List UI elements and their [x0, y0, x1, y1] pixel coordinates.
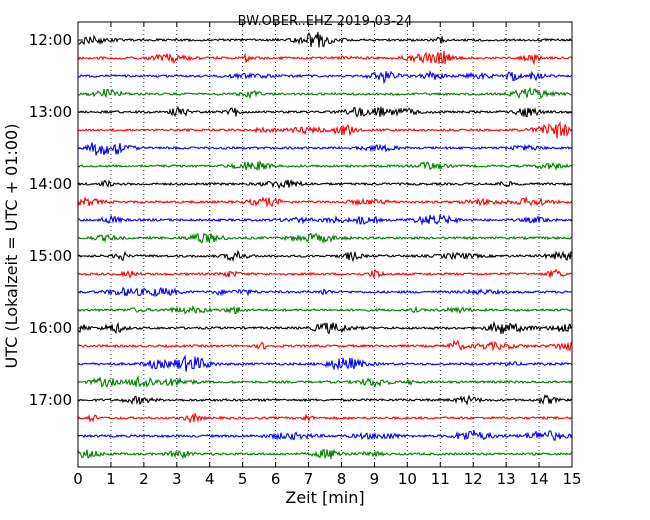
trace-line: [77, 50, 573, 66]
x-tick-label: 14: [530, 470, 549, 488]
y-tick-label: 13:00: [29, 103, 72, 121]
plot-frame: [77, 21, 573, 468]
x-tick-label: 0: [73, 470, 83, 488]
x-tick-label: 4: [205, 470, 215, 488]
trace-line: [77, 159, 573, 172]
x-tick-label: 3: [172, 470, 182, 488]
y-axis: 12:00 13:00 14:00 15:00 16:00 17:00: [29, 31, 572, 409]
trace-line: [77, 106, 573, 118]
x-tick-label: 12: [464, 470, 483, 488]
trace-line: [77, 429, 573, 441]
trace-line: [77, 304, 573, 315]
y-axis-label: UTC (Lokalzeit = UTC + 01:00): [2, 124, 21, 369]
trace-line: [77, 354, 573, 372]
x-tick-label: 10: [398, 470, 417, 488]
x-tick-label: 6: [271, 470, 281, 488]
seismic-traces: [77, 31, 573, 460]
x-axis-label: Zeit [min]: [285, 488, 364, 507]
trace-line: [77, 86, 573, 100]
trace-line: [77, 393, 573, 406]
trace-line: [77, 375, 573, 389]
y-tick-label: 14:00: [29, 175, 72, 193]
trace-line: [77, 249, 573, 263]
trace-line: [77, 286, 573, 297]
trace-line: [77, 232, 573, 244]
trace-line: [77, 214, 573, 226]
x-axis: 0 1 2 3 4 5 6 7 8 9 10 11 12 13 14 15: [73, 22, 582, 488]
x-tick-label: 11: [431, 470, 450, 488]
trace-line: [77, 142, 573, 156]
trace-line: [77, 413, 573, 424]
trace-line: [77, 120, 573, 139]
trace-line: [77, 448, 573, 460]
x-tick-label: 8: [337, 470, 347, 488]
trace-line: [77, 31, 573, 48]
x-tick-label: 1: [106, 470, 116, 488]
x-tick-label: 13: [497, 470, 516, 488]
y-tick-label: 17:00: [29, 391, 72, 409]
y-tick-label: 16:00: [29, 319, 72, 337]
y-tick-label: 12:00: [29, 31, 72, 49]
x-tick-label: 5: [238, 470, 248, 488]
trace-line: [77, 179, 573, 190]
x-tick-label: 7: [304, 470, 314, 488]
y-tick-label: 15:00: [29, 247, 72, 265]
x-tick-label: 15: [562, 470, 581, 488]
x-tick-label: 2: [139, 470, 149, 488]
trace-line: [77, 268, 573, 279]
trace-line: [77, 196, 573, 208]
trace-line: [77, 320, 573, 335]
trace-line: [77, 339, 573, 352]
trace-line: [77, 70, 573, 85]
x-tick-label: 9: [370, 470, 380, 488]
